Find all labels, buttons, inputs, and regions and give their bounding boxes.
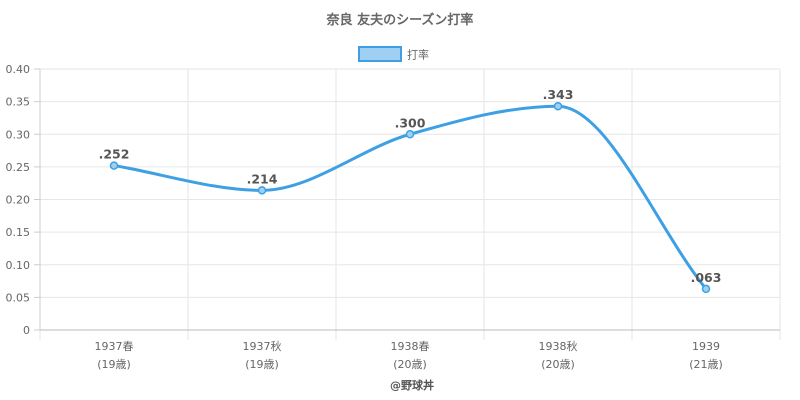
data-labels: .252 .214 .300 .343 .063 [99, 87, 722, 285]
x-tick-label: 1937春 [95, 340, 134, 353]
series-layer [112, 104, 708, 291]
data-point[interactable] [701, 284, 711, 294]
legend-label: 打率 [407, 48, 429, 62]
y-tick-label: 0.05 [6, 291, 31, 304]
x-tick-label: 1938秋 [539, 339, 578, 353]
data-label: .063 [691, 270, 722, 285]
legend[interactable]: 打率 [358, 46, 429, 62]
data-point[interactable] [109, 161, 119, 170]
y-tick-label: 0.40 [6, 63, 31, 76]
x-tick-sublabel: (21歳) [689, 358, 723, 371]
data-label: .214 [247, 171, 278, 186]
x-tick-sublabel: (20歳) [541, 358, 575, 371]
x-tick-sublabel: (19歳) [97, 358, 131, 371]
data-point[interactable] [553, 101, 563, 111]
x-tick-sublabel: (20歳) [393, 358, 427, 371]
y-tick-label: 0.35 [6, 96, 31, 109]
data-points [109, 101, 711, 294]
y-tick-label: 0.20 [6, 194, 31, 207]
x-tick-sublabel: (19歳) [245, 358, 279, 371]
x-tick-label: 1937秋 [243, 339, 282, 353]
data-point[interactable] [405, 130, 415, 139]
y-tick-label: 0.30 [6, 128, 31, 141]
chart-title: 奈良 友夫のシーズン打率 [326, 12, 474, 28]
y-tick-label: 0.25 [6, 161, 31, 174]
x-tick-label: 1938春 [391, 340, 430, 353]
data-label: .343 [543, 87, 574, 102]
data-label: .252 [99, 147, 130, 162]
y-tick-label: 0.15 [6, 226, 31, 239]
y-tick-label: 0.10 [6, 259, 31, 272]
x-axis-ticks: 1937春 (19歳) 1937秋 (19歳) 1938春 (20歳) 1938秋 (20歳)… [95, 339, 723, 371]
data-point[interactable] [257, 186, 267, 195]
gridlines [39, 68, 781, 340]
legend-swatch [358, 46, 402, 62]
data-label: .300 [395, 115, 426, 130]
x-tick-label: 1939 [692, 340, 720, 353]
series-line [112, 104, 708, 291]
y-axis-ticks: 0 0.05 0.10 0.15 0.20 0.25 0.30 0.35 0.40 [6, 63, 40, 337]
footer-credit: @野球丼 [390, 378, 434, 392]
y-tick-label: 0 [23, 324, 30, 337]
